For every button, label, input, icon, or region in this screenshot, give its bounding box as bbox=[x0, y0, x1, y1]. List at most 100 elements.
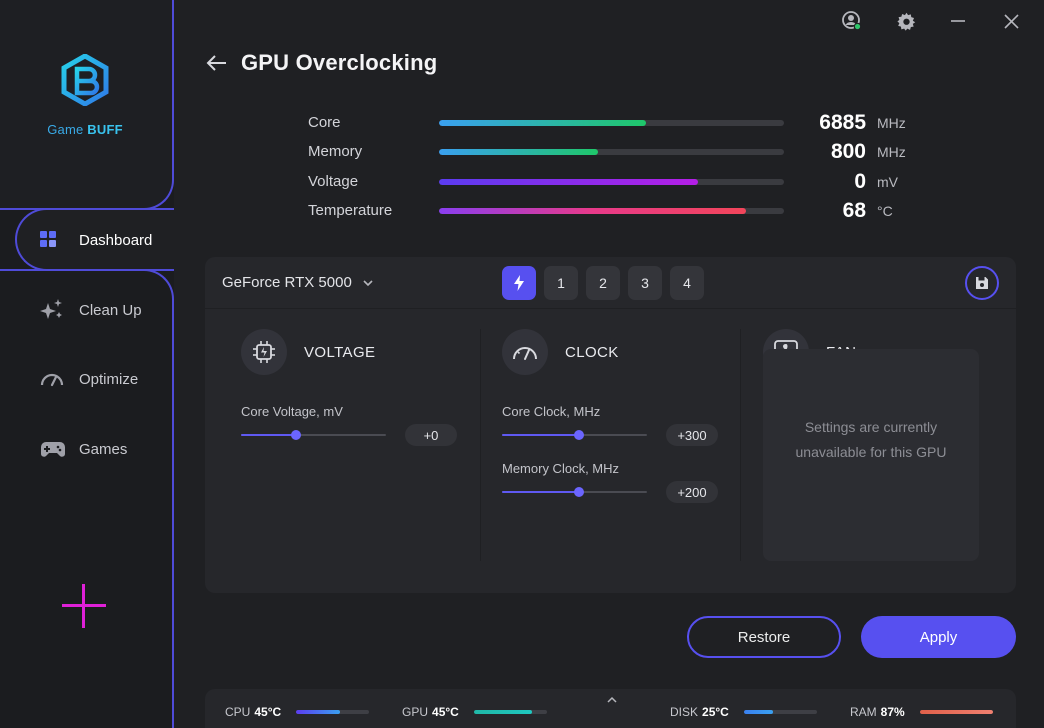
status-gpu: GPU 45°C bbox=[402, 705, 547, 719]
sidebar-item-label: Optimize bbox=[79, 370, 139, 388]
status-label: GPU bbox=[402, 705, 429, 719]
gear-icon[interactable] bbox=[895, 10, 917, 32]
status-bar-fill bbox=[743, 710, 774, 714]
stat-bar-fill bbox=[439, 179, 698, 185]
sidebar-item-label: Dashboard bbox=[79, 231, 153, 249]
status-label: DISK bbox=[670, 705, 699, 719]
slider-fill bbox=[502, 491, 579, 493]
stat-label: Memory bbox=[308, 143, 363, 160]
stat-voltage: Voltage 0 mV bbox=[308, 170, 928, 193]
speedometer-icon bbox=[40, 369, 66, 389]
sidebar-item-label: Clean Up bbox=[79, 301, 142, 319]
stat-bar bbox=[439, 179, 784, 185]
stat-bar bbox=[439, 208, 784, 214]
slider-knob[interactable] bbox=[573, 430, 584, 440]
profile-2-button[interactable]: 2 bbox=[586, 266, 620, 300]
stat-unit: mV bbox=[877, 174, 898, 190]
gamepad-icon bbox=[40, 439, 66, 459]
stat-memory: Memory 800 MHz bbox=[308, 140, 928, 163]
memory-clock-label: Memory Clock, MHz bbox=[502, 461, 620, 476]
core-clock-label: Core Clock, MHz bbox=[502, 404, 601, 419]
dashboard-grid-icon bbox=[40, 230, 66, 250]
clock-section: CLOCK Core Clock, MHz +300 Memory Clock,… bbox=[502, 309, 742, 593]
profile-auto-button[interactable] bbox=[502, 266, 536, 300]
status-bar: CPU 45°C GPU 45°C DISK 25°C RAM 87% bbox=[205, 689, 1016, 728]
status-bar-fill bbox=[296, 710, 340, 714]
overclock-card: GeForce RTX 5000 1 2 3 4 bbox=[205, 257, 1016, 593]
section-divider bbox=[480, 329, 481, 561]
user-status-icon[interactable] bbox=[841, 10, 863, 32]
stat-bar-fill bbox=[439, 208, 747, 214]
stat-core: Core 6885 MHz bbox=[308, 111, 928, 134]
profile-1-button[interactable]: 1 bbox=[544, 266, 578, 300]
sidebar-item-clean-up[interactable]: Clean Up bbox=[40, 298, 142, 322]
core-voltage-label: Core Voltage, mV bbox=[241, 404, 343, 419]
status-cpu: CPU 45°C bbox=[225, 705, 370, 719]
status-value: 87% bbox=[880, 705, 905, 719]
chevron-up-icon[interactable] bbox=[606, 696, 618, 704]
status-value: 45°C bbox=[432, 705, 459, 719]
apply-button[interactable]: Apply bbox=[861, 616, 1016, 658]
slider-fill bbox=[241, 434, 297, 436]
status-bar-track bbox=[296, 710, 370, 714]
sparkle-icon bbox=[40, 299, 66, 320]
status-bar-track bbox=[473, 710, 547, 714]
minimize-icon[interactable] bbox=[947, 10, 969, 32]
restore-button[interactable]: Restore bbox=[687, 616, 841, 658]
chevron-down-icon bbox=[363, 279, 373, 286]
stat-bar-fill bbox=[439, 149, 598, 155]
stat-bar bbox=[439, 149, 784, 155]
add-button[interactable] bbox=[62, 584, 106, 628]
sidebar-item-label: Games bbox=[79, 440, 128, 458]
core-voltage-value[interactable]: +0 bbox=[405, 424, 457, 446]
speedometer-icon bbox=[502, 329, 548, 375]
status-bar-fill bbox=[473, 710, 533, 714]
stat-bar-fill bbox=[439, 120, 646, 126]
section-title: VOLTAGE bbox=[304, 344, 376, 361]
stat-value: 0 bbox=[854, 170, 866, 193]
slider-knob[interactable] bbox=[573, 487, 584, 497]
stat-unit: MHz bbox=[877, 144, 906, 160]
status-label: RAM bbox=[850, 705, 877, 719]
stat-label: Temperature bbox=[308, 202, 393, 219]
save-icon bbox=[976, 277, 988, 289]
stat-value: 6885 bbox=[819, 111, 866, 134]
stat-temperature: Temperature 68 °C bbox=[308, 199, 928, 222]
status-value: 25°C bbox=[702, 705, 729, 719]
stat-unit: MHz bbox=[877, 115, 906, 131]
game-buff-logo bbox=[61, 54, 109, 106]
card-header: GeForce RTX 5000 1 2 3 4 bbox=[205, 257, 1016, 309]
core-clock-value[interactable]: +300 bbox=[666, 424, 718, 446]
sidebar-item-dashboard[interactable]: Dashboard bbox=[40, 228, 152, 252]
status-bar-track bbox=[743, 710, 817, 714]
voltage-section: VOLTAGE Core Voltage, mV +0 bbox=[241, 309, 481, 593]
stat-label: Voltage bbox=[308, 173, 359, 190]
status-value: 45°C bbox=[254, 705, 282, 719]
close-icon[interactable] bbox=[1000, 10, 1022, 32]
stat-label: Core bbox=[308, 114, 341, 131]
cpu-chip-icon bbox=[241, 329, 287, 375]
core-clock-slider[interactable] bbox=[502, 430, 647, 440]
profile-4-button[interactable]: 4 bbox=[670, 266, 704, 300]
memory-clock-slider[interactable] bbox=[502, 487, 647, 497]
section-divider bbox=[740, 329, 741, 561]
nav-active-highlight bbox=[15, 208, 174, 271]
back-arrow-icon[interactable] bbox=[206, 52, 228, 74]
fan-unavailable-panel: Settings are currently unavailable for t… bbox=[763, 349, 979, 561]
logo-panel: Game BUFF bbox=[0, 0, 174, 210]
stat-bar bbox=[439, 120, 784, 126]
slider-knob[interactable] bbox=[291, 430, 302, 440]
page-title: GPU Overclocking bbox=[241, 50, 438, 75]
gpu-select-dropdown[interactable]: GeForce RTX 5000 bbox=[222, 274, 374, 291]
memory-clock-value[interactable]: +200 bbox=[666, 481, 718, 503]
sidebar-item-games[interactable]: Games bbox=[40, 437, 127, 461]
brand-name: Game BUFF bbox=[47, 122, 123, 137]
status-disk: DISK 25°C bbox=[670, 705, 817, 719]
core-voltage-slider[interactable] bbox=[241, 430, 386, 440]
profile-3-button[interactable]: 3 bbox=[628, 266, 662, 300]
slider-fill bbox=[502, 434, 579, 436]
save-profile-button[interactable] bbox=[965, 266, 999, 300]
sidebar-item-optimize[interactable]: Optimize bbox=[40, 367, 138, 391]
nav-panel bbox=[0, 269, 174, 728]
stat-value: 68 bbox=[842, 199, 866, 222]
